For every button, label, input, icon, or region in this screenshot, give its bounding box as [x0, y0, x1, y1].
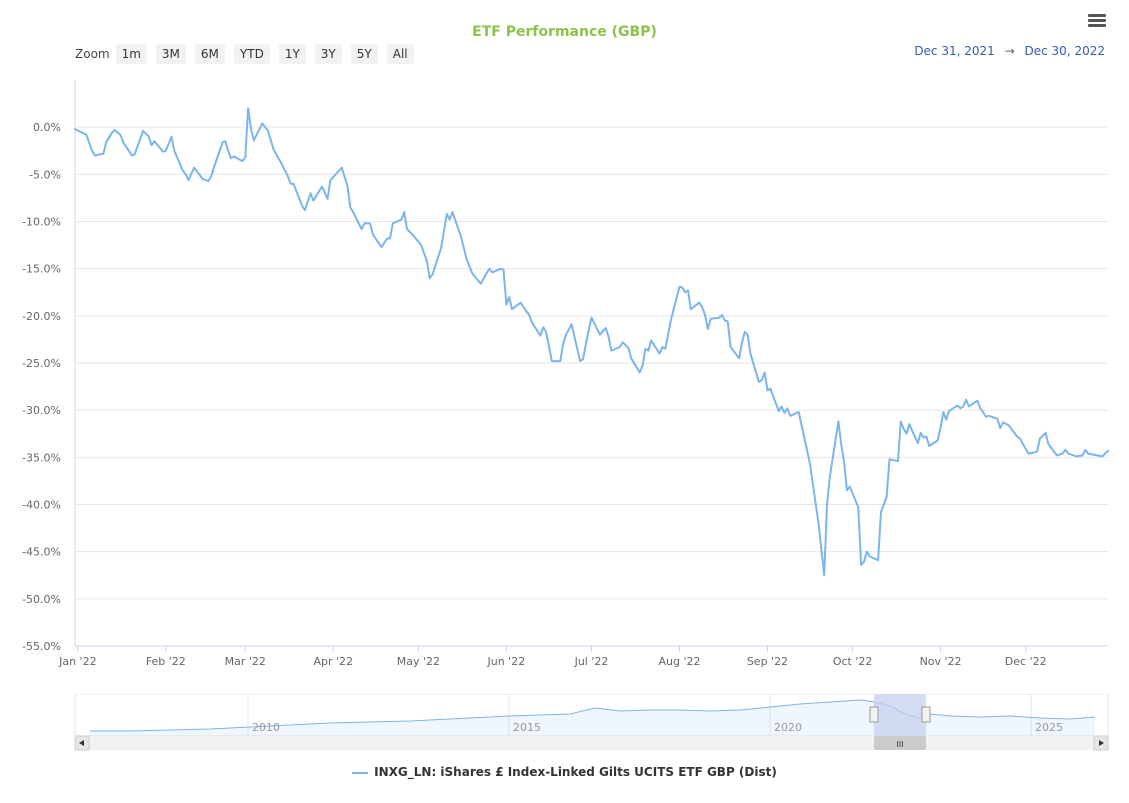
navigator[interactable]: 2010 2015 2020 2025 III	[0, 694, 1129, 754]
chart-legend[interactable]: INXG_LN: iShares £ Index-Linked Gilts UC…	[0, 765, 1129, 779]
x-axis-ticks: Jan '22 Feb '22 Mar '22 Apr '22 May '22 Jun '…	[58, 646, 1047, 668]
range-from-date[interactable]: Dec 31, 2021	[914, 44, 995, 58]
hamburger-menu-icon[interactable]	[1088, 14, 1106, 28]
series-layer	[74, 107, 1109, 577]
y-tick-label: -45.0%	[22, 546, 61, 559]
y-tick-label: -35.0%	[22, 451, 61, 464]
x-tick-label: Mar '22	[225, 655, 266, 668]
chevron-right-icon	[1099, 740, 1104, 746]
y-tick-label: -55.0%	[22, 640, 61, 653]
chart-title: ETF Performance (GBP)	[472, 24, 657, 40]
zoom-button-5y[interactable]: 5Y	[350, 44, 378, 64]
range-to-date[interactable]: Dec 30, 2022	[1024, 44, 1105, 58]
x-tick-label: Jun '22	[487, 655, 526, 668]
navigator-right-handle[interactable]	[921, 706, 931, 723]
main-line-chart: 0.0% -5.0% -10.0% -15.0% -20.0% -25.0% -30.0% -…	[22, 80, 1109, 668]
x-tick-label: Jan '22	[58, 655, 96, 668]
range-arrow: →	[1004, 44, 1015, 58]
series-line	[74, 107, 1109, 577]
navigator-selected-range[interactable]	[874, 694, 926, 736]
x-tick-label: Sep '22	[747, 655, 788, 668]
zoom-button-1m[interactable]: 1m	[115, 44, 147, 64]
navigator-year-label: 2025	[1035, 721, 1063, 734]
zoom-button-3m[interactable]: 3M	[155, 44, 186, 64]
scrollbar-track[interactable]	[75, 736, 1108, 750]
x-tick-label: Apr '22	[313, 655, 353, 668]
navigator-series-area	[90, 700, 1095, 736]
y-tick-label: -30.0%	[22, 404, 61, 417]
y-tick-label: 0.0%	[33, 121, 61, 134]
grid-lines	[75, 126, 1108, 600]
navigator-year-label: 2010	[252, 721, 280, 734]
zoom-button-all[interactable]: All	[386, 44, 414, 64]
navigator-series-line	[90, 699, 1096, 732]
zoom-selector: Zoom 1m 3M 6M YTD 1Y 3Y 5Y All	[75, 43, 423, 65]
y-tick-label: -15.0%	[22, 263, 61, 276]
x-tick-label: Oct '22	[833, 655, 873, 668]
zoom-button-ytd[interactable]: YTD	[233, 44, 270, 64]
y-tick-label: -5.0%	[29, 168, 61, 181]
x-tick-label: Feb '22	[146, 655, 186, 668]
zoom-button-1y[interactable]: 1Y	[278, 44, 306, 64]
y-tick-label: -20.0%	[22, 310, 61, 323]
zoom-button-6m[interactable]: 6M	[194, 44, 225, 64]
date-range-display: Dec 31, 2021 → Dec 30, 2022	[914, 44, 1105, 58]
x-tick-label: Jul '22	[574, 655, 609, 668]
legend-series-swatch	[352, 771, 369, 774]
scrollbar-thumb[interactable]	[874, 736, 926, 750]
navigator-left-handle[interactable]	[869, 706, 879, 723]
navigator-year-label: 2020	[774, 721, 802, 734]
zoom-button-3y[interactable]: 3Y	[314, 44, 342, 64]
y-tick-label: -25.0%	[22, 357, 61, 370]
y-tick-label: -50.0%	[22, 593, 61, 606]
x-tick-label: Nov '22	[920, 655, 962, 668]
legend-series-label[interactable]: INXG_LN: iShares £ Index-Linked Gilts UC…	[374, 765, 777, 779]
x-tick-label: Dec '22	[1005, 655, 1047, 668]
scrollbar-grip-icon: III	[896, 740, 903, 749]
x-tick-label: Aug '22	[658, 655, 700, 668]
navigator-year-label: 2015	[513, 721, 541, 734]
y-tick-label: -10.0%	[22, 216, 61, 229]
x-tick-label: May '22	[397, 655, 440, 668]
y-axis-ticks: 0.0% -5.0% -10.0% -15.0% -20.0% -25.0% -30.0% -…	[22, 121, 61, 653]
chevron-left-icon	[79, 740, 84, 746]
y-tick-label: -40.0%	[22, 499, 61, 512]
zoom-label: Zoom	[75, 47, 110, 61]
